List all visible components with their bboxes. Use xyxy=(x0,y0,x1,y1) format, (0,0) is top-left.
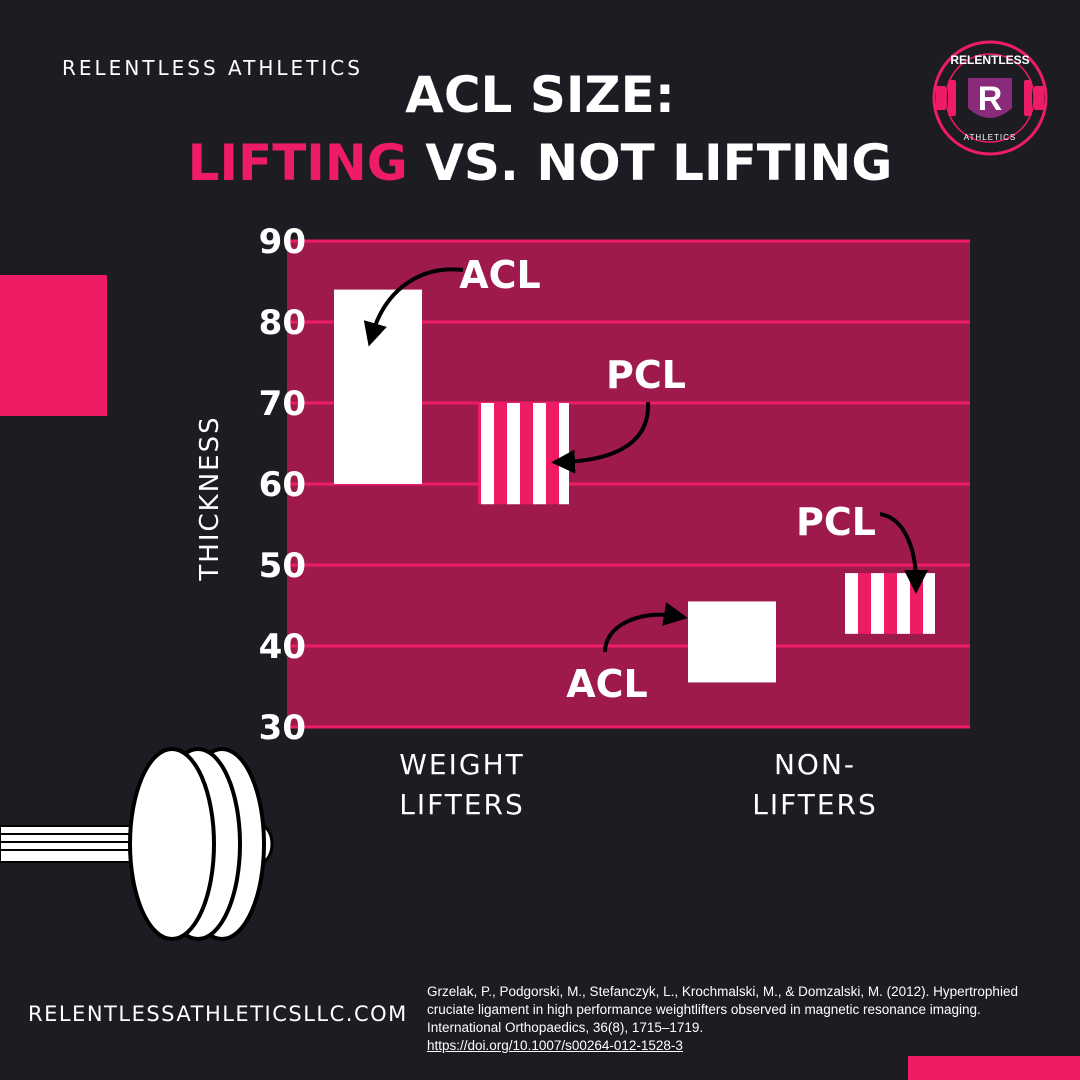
title-rest: VS. NOT LIFTING xyxy=(407,134,893,192)
title-accent: LIFTING xyxy=(187,134,408,192)
bar-pcl-weight-lifters xyxy=(478,403,569,505)
y-tick-label-70: 70 xyxy=(259,384,306,424)
brand-name: RELENTLESS ATHLETICS xyxy=(62,56,363,80)
y-tick-label-50: 50 xyxy=(259,546,306,586)
y-tick-labels: 30 40 50 60 70 80 90 xyxy=(259,222,306,748)
bar-pcl-non-lifters xyxy=(845,573,935,634)
bar-acl-non-lifters xyxy=(688,601,776,683)
citation: Grzelak, P., Podgorski, M., Stefanczyk, … xyxy=(427,983,1027,1055)
grid-lines xyxy=(287,239,970,729)
citation-text: Grzelak, P., Podgorski, M., Stefanczyk, … xyxy=(427,984,1018,1035)
logo-text-top: RELENTLESS xyxy=(950,53,1029,67)
decorative-pink-block xyxy=(0,275,107,416)
annotation-label-acl-non-lifters: ACL xyxy=(566,662,648,706)
annotation-label-acl-weight-lifters: ACL xyxy=(459,253,541,297)
barbell-illustration xyxy=(0,747,274,941)
citation-doi-link[interactable]: https://doi.org/10.1007/s00264-012-1528-… xyxy=(427,1038,683,1053)
website-link[interactable]: RELENTLESSATHLETICSLLC.COM xyxy=(28,1002,408,1026)
annotation-arrow-pcl-weight-lifters xyxy=(551,401,651,474)
y-tick-label-60: 60 xyxy=(259,465,306,505)
y-tick-label-80: 80 xyxy=(259,303,306,343)
bars xyxy=(334,289,935,683)
decorative-pink-bar xyxy=(908,1056,1080,1080)
annotation-label-pcl-non-lifters: PCL xyxy=(796,500,876,544)
y-tick-label-30: 30 xyxy=(259,708,306,748)
y-tick-label-40: 40 xyxy=(259,627,306,667)
title-line-2: LIFTING VS. NOT LIFTING xyxy=(90,134,990,192)
annotations: ACL PCL PCL ACL xyxy=(363,253,928,706)
annotation-arrow-acl-non-lifters xyxy=(603,602,688,653)
y-tick-label-90: 90 xyxy=(259,222,306,262)
annotation-label-pcl-weight-lifters: PCL xyxy=(606,353,686,397)
annotation-arrow-pcl-non-lifters xyxy=(879,512,928,594)
logo-text-bottom: ATHLETICS xyxy=(964,133,1016,142)
title-line-1: ACL SIZE: xyxy=(405,66,675,124)
relentless-athletics-logo: R RELENTLESS ATHLETICS xyxy=(932,40,1048,156)
x-category-weight-lifters: WEIGHT LIFTERS xyxy=(399,748,525,821)
logo-letter: R xyxy=(978,80,1003,118)
annotation-arrow-acl-weight-lifters xyxy=(363,267,464,347)
x-category-non-lifters: NON- LIFTERS xyxy=(752,748,878,821)
